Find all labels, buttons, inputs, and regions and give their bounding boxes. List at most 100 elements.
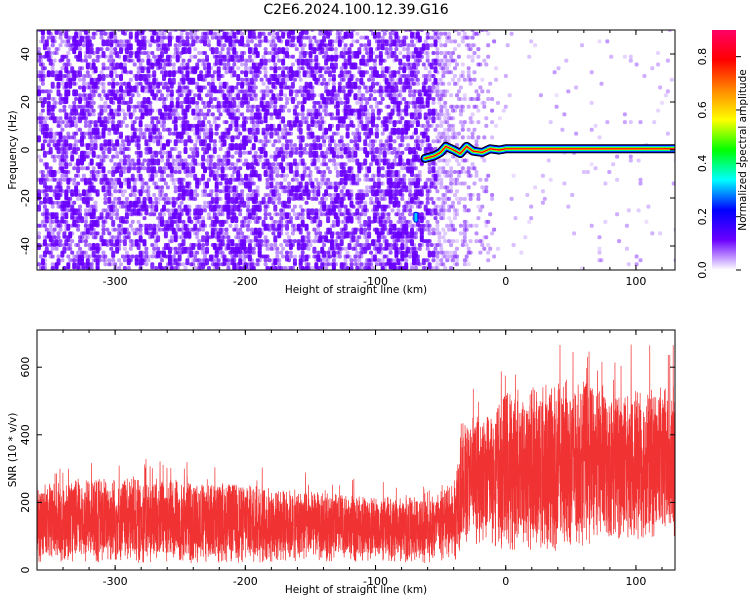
spectrogram-cell: [398, 100, 403, 105]
spectrogram-cell: [197, 239, 202, 244]
spectrogram-cell: [292, 227, 297, 232]
spectrogram-cell: [316, 189, 321, 197]
spectrogram-cell: [359, 266, 364, 270]
spectrogram-cell: [97, 104, 102, 109]
spectrogram-cell: [330, 54, 334, 62]
spectrogram-cell: [91, 204, 96, 209]
spectrogram-cell: [234, 216, 239, 224]
spectrogram-cell: [175, 158, 180, 163]
spectrogram-cell: [154, 116, 159, 121]
spectrogram-cell: [365, 62, 370, 67]
spectrogram-cell: [115, 139, 120, 147]
spectrogram-cell: [328, 158, 332, 163]
spectrogram-cell: [365, 70, 370, 75]
spectrogram-cell: [353, 254, 358, 259]
spectrogram-cell: [300, 93, 305, 98]
spectrogram-cell: [197, 243, 202, 250]
spectrogram-cell: [324, 108, 329, 113]
spectrogram-cell: [179, 62, 184, 67]
spectrogram-cell: [46, 177, 51, 182]
spectrogram-cell: [91, 108, 96, 113]
spectrogram-cell: [130, 243, 135, 247]
spectrogram-cell: [158, 135, 163, 140]
spectrogram-cell: [326, 262, 331, 267]
spectrogram-cell: [341, 219, 346, 224]
spectrogram-cell: [380, 97, 385, 101]
spectrogram-cell: [203, 223, 207, 228]
spectrogram-cell: [130, 219, 135, 224]
spectrogram-cell: [277, 262, 282, 267]
spectrogram-cell: [263, 66, 268, 71]
spectrogram-cell: [242, 51, 247, 55]
spectrogram-cell: [169, 162, 174, 167]
spectrogram-cell: [64, 123, 69, 128]
spectrogram-cell: [208, 147, 213, 151]
spectrogram-cell: [230, 173, 235, 178]
spectrogram-cell: [115, 39, 120, 44]
spectrogram-cell: [163, 116, 168, 121]
spectrogram-cell: [179, 70, 184, 75]
spectrogram-cell: [42, 150, 47, 158]
spectrogram-cell: [83, 223, 88, 228]
spectrogram-cell: [167, 62, 172, 67]
spectrogram-cell: [87, 112, 92, 117]
spectrogram-cell: [376, 258, 381, 263]
spectrogram-cell: [122, 246, 127, 251]
spectrogram-cell: [347, 158, 352, 163]
spectrogram-cell: [220, 89, 225, 94]
spectrogram-cell: [197, 181, 202, 186]
spectrogram-cell: [236, 116, 241, 121]
spectrogram-cell: [382, 31, 387, 36]
spectrogram-cell: [386, 158, 391, 163]
spectrogram-cell: [189, 123, 194, 128]
spectrogram-cell: [128, 58, 133, 63]
spectrogram-cell: [271, 143, 276, 148]
spectrogram-cell: [281, 58, 286, 66]
spectrogram-cell: [142, 135, 147, 140]
spectrogram-cell: [109, 177, 114, 182]
spectrogram-cell: [203, 166, 207, 174]
spectrogram-cell: [337, 31, 342, 36]
spectrogram-cell: [50, 66, 55, 71]
spectrogram-cell: [345, 131, 350, 139]
spectrogram-cell: [101, 150, 106, 155]
spectrogram-cell: [292, 77, 297, 82]
spectrogram-cell: [158, 43, 163, 48]
spectrogram-cell: [48, 54, 53, 59]
spectrogram-cell: [117, 239, 122, 244]
spectrogram-cell: [240, 31, 245, 36]
spectrogram-cell: [372, 31, 377, 39]
spectrogram-cell: [105, 154, 110, 159]
spectrogram-cell: [58, 223, 63, 228]
spectrogram-cell: [232, 97, 237, 101]
spectrogram-cell: [158, 81, 163, 86]
spectrogram-cell: [201, 100, 206, 105]
spectrogram-cell: [240, 77, 245, 82]
spectrogram-cell: [39, 97, 43, 101]
spectrogram-cell: [324, 196, 329, 201]
spectrogram-cell: [257, 43, 262, 48]
spectrogram-cell: [105, 47, 110, 52]
spectrogram-cell: [226, 150, 231, 158]
spectrogram-cell: [113, 108, 118, 113]
spectrogram-cell: [76, 166, 81, 174]
spectrogram-cell: [208, 154, 213, 159]
spectrogram-cell: [273, 139, 278, 144]
spectrogram-cell: [273, 235, 278, 243]
spectrogram-cell: [206, 43, 211, 48]
spectrogram-cell: [105, 74, 110, 78]
spectrogram-cell: [290, 231, 295, 236]
spectrogram-cell: [103, 108, 108, 113]
spectrogram-cell: [216, 258, 221, 263]
spectrogram-cell: [195, 62, 200, 70]
spectrogram-cell: [156, 139, 161, 147]
spectrogram-cell: [68, 177, 73, 182]
spectrogram-cell: [80, 216, 84, 224]
spectrogram-cell: [56, 147, 61, 154]
spectrogram-cell: [62, 108, 67, 113]
spectrogram-cell: [371, 108, 375, 113]
spectrogram-cell: [242, 223, 247, 228]
spectrogram-cell: [312, 93, 317, 98]
spectrogram-cell: [324, 266, 329, 270]
spectrogram-cell: [273, 97, 278, 104]
